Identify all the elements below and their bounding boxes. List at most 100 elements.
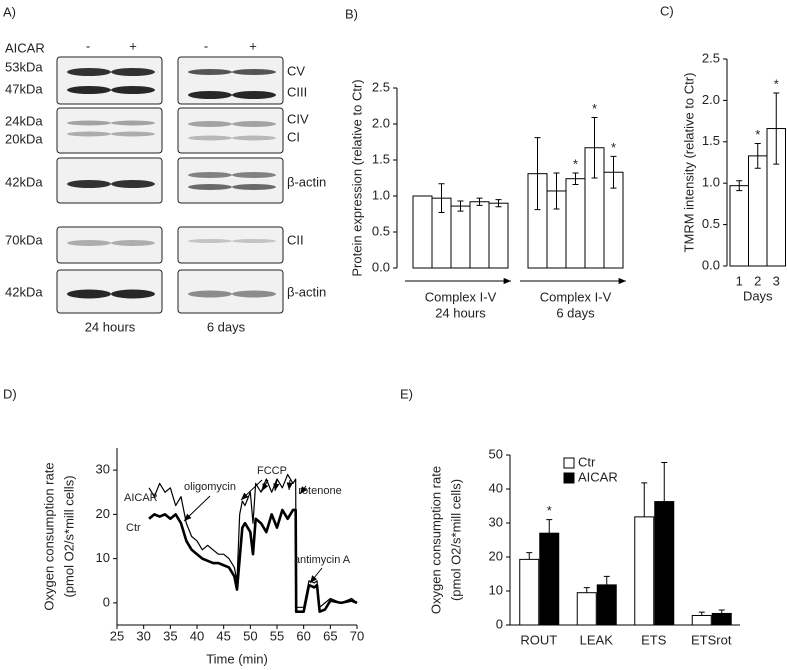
arrow-head	[262, 483, 269, 491]
error-bar	[736, 180, 743, 192]
data-line	[148, 473, 358, 608]
error-bar	[457, 200, 464, 212]
error-bar	[698, 611, 705, 616]
panel-label: D)	[3, 386, 17, 401]
data-line	[148, 508, 358, 614]
y-tick-label: 1.5	[702, 133, 720, 148]
significance: *	[611, 140, 616, 155]
x-axis-label: Days	[743, 288, 773, 303]
x-tick-label: 30	[136, 628, 150, 643]
y-tick-label: 1.0	[702, 175, 720, 190]
arrow-head	[310, 575, 318, 583]
bar	[539, 532, 560, 626]
x-tick-label: 50	[243, 628, 257, 643]
protein-label: CIV	[287, 111, 309, 126]
lane-label: -	[204, 38, 208, 53]
x-tick-label: 3	[773, 273, 780, 288]
time-label: 24 hours	[85, 319, 136, 334]
x-tick-label: ETS	[641, 632, 667, 647]
bar	[412, 195, 433, 269]
band	[67, 240, 111, 246]
band	[188, 290, 232, 298]
band	[67, 180, 111, 188]
y-axis-label: TMRM intensity (relative to Ctr)	[681, 73, 696, 253]
protein-label: CI	[287, 129, 300, 144]
band	[111, 86, 155, 94]
blot	[56, 56, 163, 105]
bar	[519, 558, 540, 626]
blot	[56, 226, 163, 264]
band	[188, 135, 232, 141]
y-tick-label: 50	[489, 446, 503, 461]
annotation: antimycin A	[294, 554, 351, 566]
y-axis-label: Protein expression (relative to Ctr)	[349, 79, 364, 276]
x-tick-label: 55	[270, 628, 284, 643]
time-label: 6 days	[207, 319, 246, 334]
bar	[748, 155, 768, 267]
x-tick-label: 35	[163, 628, 177, 643]
error-bar	[641, 482, 648, 517]
marker-label: 42kDa	[5, 284, 43, 299]
arrow-head	[300, 486, 307, 494]
legend-label: AICAR	[578, 469, 618, 484]
band	[188, 121, 232, 127]
bar	[596, 584, 617, 626]
error-bar	[546, 519, 553, 534]
y-tick-label: 0.0	[702, 257, 720, 272]
protein-label: β-actin	[287, 174, 326, 189]
arrow-head	[241, 492, 249, 500]
x-tick-label: 60	[296, 628, 310, 643]
blot	[177, 107, 284, 154]
error-bar	[661, 461, 668, 502]
y-tick-label: 20	[489, 548, 503, 563]
band	[232, 184, 276, 190]
error-bar	[591, 117, 598, 179]
error-bar	[476, 197, 483, 206]
bar	[711, 612, 732, 626]
x-axis-label: Time (min)	[206, 651, 268, 666]
band	[232, 121, 276, 127]
annotation: rotenone	[298, 485, 341, 497]
y-tick-label: 1.5	[372, 151, 390, 166]
blot	[177, 269, 284, 314]
significance: *	[573, 156, 578, 171]
arrow-head	[618, 277, 626, 285]
group-label: 6 days	[556, 305, 595, 320]
bar	[488, 202, 509, 269]
band	[111, 180, 155, 188]
significance: *	[547, 503, 552, 518]
y-axis-label: Oxygen consumption rate	[428, 466, 443, 614]
significance: *	[755, 127, 760, 142]
x-tick-label: ROUT	[520, 632, 557, 647]
marker-label: 53kDa	[5, 59, 43, 74]
band	[67, 120, 111, 126]
y-tick-label: 0	[103, 594, 110, 609]
x-tick-label: 65	[323, 628, 337, 643]
band	[188, 172, 232, 178]
error-bar	[534, 137, 541, 211]
x-tick-label: 2	[754, 273, 761, 288]
x-tick-label: 70	[350, 628, 364, 643]
legend-swatch	[563, 457, 575, 469]
marker-label: 42kDa	[5, 174, 43, 189]
band	[111, 240, 155, 246]
x-tick-label: 1	[736, 273, 743, 288]
y-tick-label: 2.5	[372, 79, 390, 94]
bar	[691, 614, 712, 626]
band	[111, 68, 155, 76]
group-label: Complex I-V	[425, 289, 497, 304]
blot	[56, 269, 163, 314]
lane-label: -	[86, 38, 90, 53]
error-bar	[718, 609, 725, 614]
x-tick-label: 25	[110, 628, 124, 643]
treatment-label: AICAR	[5, 40, 45, 55]
error-bar	[583, 587, 590, 593]
bar	[729, 185, 749, 267]
group-label: Complex I-V	[540, 289, 612, 304]
band	[111, 120, 155, 126]
band	[232, 69, 276, 75]
x-tick-label: 45	[216, 628, 230, 643]
y-tick-label: 0.0	[372, 259, 390, 274]
arrow-head	[503, 277, 511, 285]
